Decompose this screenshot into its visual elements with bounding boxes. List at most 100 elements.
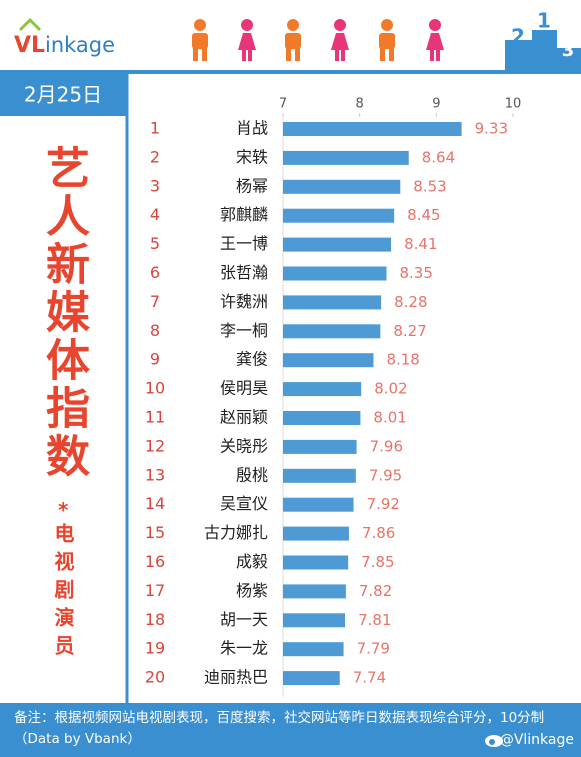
footer-band <box>0 703 581 757</box>
y-tick-label: 李一桐 <box>220 321 268 340</box>
y-tick-label: 赵丽颖 <box>220 408 268 427</box>
value-label: 8.45 <box>407 206 440 224</box>
value-label: 8.27 <box>393 322 426 340</box>
x-tick-label: 9 <box>432 97 440 112</box>
bar <box>283 411 361 425</box>
rank: 1 <box>150 119 160 138</box>
bar <box>283 439 357 454</box>
bar <box>283 497 354 512</box>
side-title: 艺人新媒体指数 <box>38 145 89 481</box>
y-tick-label: 张哲瀚 <box>220 263 268 282</box>
y-tick-label: 吴宣仪 <box>220 494 268 513</box>
bar <box>283 266 387 281</box>
y-tick-label: 杨幂 <box>236 176 268 195</box>
rank: 15 <box>145 523 165 542</box>
value-label: 7.82 <box>359 582 392 600</box>
rank: 12 <box>145 436 165 455</box>
logo-roof <box>18 17 42 32</box>
value-label: 9.33 <box>475 120 508 138</box>
value-label: 8.28 <box>394 293 427 311</box>
date-box <box>0 74 127 116</box>
rank: 7 <box>150 292 160 311</box>
y-tick-label: 成毅 <box>236 552 268 571</box>
rank: 20 <box>145 668 165 687</box>
bar <box>283 468 356 483</box>
podium <box>505 30 581 70</box>
y-tick-label: 肖战 <box>236 119 268 138</box>
value-label: 7.85 <box>361 553 394 571</box>
rank: 5 <box>150 234 160 253</box>
logo: inkage <box>45 33 115 57</box>
rank: 17 <box>145 581 165 600</box>
bar <box>283 295 382 310</box>
header-rule <box>0 70 581 74</box>
rank: 10 <box>145 379 165 398</box>
y-tick-label: 许魏洲 <box>220 292 268 311</box>
footnote: 备注：根据视频网站电视剧表现，百度搜索，社交网站等昨日数据表现综合评分，10分制… <box>14 710 545 747</box>
y-tick-label: 龚俊 <box>236 350 268 369</box>
y-tick-label: 朱一龙 <box>220 639 268 658</box>
bar <box>283 237 392 252</box>
side-star: * <box>58 498 69 522</box>
bar <box>283 671 340 686</box>
bar <box>283 555 349 570</box>
bar <box>283 613 346 628</box>
value-label: 8.41 <box>404 235 437 253</box>
y-tick-label: 胡一天 <box>220 610 268 629</box>
people-icons <box>192 19 444 61</box>
bar <box>283 642 344 657</box>
bar <box>283 584 346 599</box>
rank: 14 <box>145 494 165 513</box>
x-tick-label: 10 <box>505 97 522 112</box>
value-label: 7.74 <box>353 669 386 687</box>
rank: 16 <box>145 552 165 571</box>
y-tick-label: 关晓彤 <box>220 436 268 455</box>
bar <box>283 324 381 339</box>
value-label: 8.35 <box>400 264 433 282</box>
date: 2月25日 <box>24 83 102 107</box>
y-tick-label: 殷桃 <box>236 465 268 484</box>
value-label: 8.53 <box>413 177 446 195</box>
value-label: 8.02 <box>374 380 407 398</box>
y-tick-label: 郭麒麟 <box>220 205 268 224</box>
y-tick-label: 侯明昊 <box>220 379 268 398</box>
rank: 3 <box>150 176 160 195</box>
podium-digit: 2 <box>511 25 525 49</box>
y-tick-label: 宋轶 <box>236 147 268 166</box>
value-label: 8.01 <box>373 409 406 427</box>
rank: 2 <box>150 147 160 166</box>
rank: 6 <box>150 263 160 282</box>
y-tick-label: 迪丽热巴 <box>204 668 268 687</box>
logo: VL <box>14 33 45 58</box>
value-label: 7.96 <box>370 437 403 455</box>
bar <box>283 122 462 136</box>
bar <box>283 382 362 397</box>
value-label: 7.92 <box>367 495 400 513</box>
credit: @Vlinkage <box>500 732 574 748</box>
rank: 13 <box>145 465 165 484</box>
x-tick-label: 7 <box>279 97 287 112</box>
value-label: 7.95 <box>369 466 402 484</box>
side-subtitle: 电视剧演员 <box>51 523 75 663</box>
value-label: 7.86 <box>362 524 395 542</box>
rank: 18 <box>145 610 165 629</box>
value-label: 7.81 <box>358 611 391 629</box>
value-label: 8.18 <box>386 351 419 369</box>
podium-digit: 3 <box>562 40 575 61</box>
rank: 9 <box>150 350 160 369</box>
bar <box>283 526 349 541</box>
y-tick-label: 古力娜扎 <box>204 523 268 542</box>
rank: 19 <box>145 639 165 658</box>
value-label: 8.64 <box>422 148 455 166</box>
bar <box>283 179 401 194</box>
bar <box>283 150 409 165</box>
bar <box>283 208 395 223</box>
rank: 11 <box>145 408 165 427</box>
y-tick-label: 王一博 <box>220 234 268 253</box>
x-tick-label: 8 <box>356 97 364 112</box>
bar <box>283 353 374 368</box>
y-tick-label: 杨紫 <box>236 581 268 600</box>
podium-digit: 1 <box>537 9 551 33</box>
